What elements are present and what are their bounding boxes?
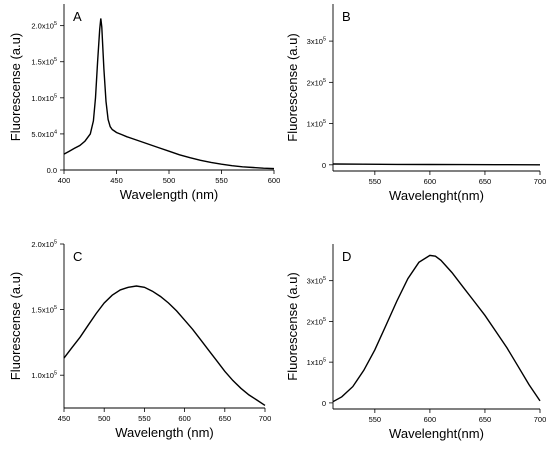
panel-d: 550 600 650 700 0 1x105 2x105 3x105 D Wavelenght(… bbox=[285, 244, 546, 441]
x-tick-label: 550 bbox=[138, 414, 151, 423]
x-tick-label: 450 bbox=[58, 414, 71, 423]
x-tick-label: 550 bbox=[215, 176, 228, 185]
spectrum-line bbox=[332, 163, 541, 166]
spectrum-line bbox=[63, 18, 275, 170]
panel-c: 450 500 550 600 650 700 1.0x105 1.5x105 2.0x105 C… bbox=[8, 240, 271, 441]
x-axis-label: Wavelength (nm) bbox=[120, 187, 219, 202]
x-tick-label: 700 bbox=[534, 415, 547, 424]
x-tick-label: 650 bbox=[219, 414, 232, 423]
x-axis-label: Wavelength (nm) bbox=[115, 425, 214, 440]
y-tick-label: 0 bbox=[322, 399, 326, 408]
x-tick-label: 550 bbox=[369, 415, 382, 424]
x-tick-label: 600 bbox=[178, 414, 191, 423]
y-tick-label: 3x105 bbox=[307, 37, 326, 47]
x-tick-label: 400 bbox=[58, 176, 71, 185]
y-axis-label: Fluorescense (a.u) bbox=[8, 33, 23, 141]
y-tick-label: 1.5x105 bbox=[31, 305, 57, 315]
y-tick-label: 1.0x105 bbox=[31, 371, 57, 381]
spectrum-line bbox=[63, 285, 266, 406]
spectrum-line bbox=[332, 254, 541, 403]
x-axis-label: Wavelenght(nm) bbox=[389, 426, 484, 441]
y-tick-label: 0.0 bbox=[47, 166, 57, 175]
x-tick-label: 650 bbox=[479, 415, 492, 424]
panel-b: 550 600 650 700 0 1x105 2x105 3x105 B Wavelenght(… bbox=[285, 4, 546, 203]
x-tick-label: 450 bbox=[110, 176, 123, 185]
y-tick-label: 2.0x105 bbox=[31, 240, 57, 250]
y-tick-label: 1x105 bbox=[307, 358, 326, 368]
x-tick-label: 600 bbox=[424, 177, 437, 186]
x-tick-label: 600 bbox=[424, 415, 437, 424]
panel-label: C bbox=[73, 249, 82, 264]
panel-label: A bbox=[73, 9, 82, 24]
y-axis-label: Fluorescense (a.u) bbox=[8, 272, 23, 380]
x-tick-label: 500 bbox=[98, 414, 111, 423]
x-tick-label: 550 bbox=[369, 177, 382, 186]
y-tick-label: 1.5x105 bbox=[31, 57, 57, 67]
y-axis-label: Fluorescense (a.u) bbox=[285, 33, 300, 141]
x-tick-label: 600 bbox=[268, 176, 281, 185]
panel-label: D bbox=[342, 249, 351, 264]
y-tick-label: 5.0x104 bbox=[31, 129, 57, 139]
x-tick-label: 500 bbox=[163, 176, 176, 185]
x-tick-label: 650 bbox=[479, 177, 492, 186]
y-tick-label: 3x105 bbox=[307, 276, 326, 286]
y-axis-label: Fluorescense (a.u) bbox=[285, 272, 300, 380]
panel-label: B bbox=[342, 9, 351, 24]
y-tick-label: 2x105 bbox=[307, 78, 326, 88]
panel-a: 400 450 500 550 600 0.0 5.0x104 1.0x105 1.5x105 2… bbox=[8, 4, 280, 202]
x-tick-label: 700 bbox=[534, 177, 547, 186]
y-tick-label: 1.0x105 bbox=[31, 93, 57, 103]
y-tick-label: 2x105 bbox=[307, 317, 326, 327]
y-tick-label: 0 bbox=[322, 161, 326, 170]
x-axis-label: Wavelenght(nm) bbox=[389, 188, 484, 203]
y-tick-label: 2.0x105 bbox=[31, 21, 57, 31]
y-tick-label: 1x105 bbox=[307, 119, 326, 129]
x-tick-label: 700 bbox=[259, 414, 272, 423]
